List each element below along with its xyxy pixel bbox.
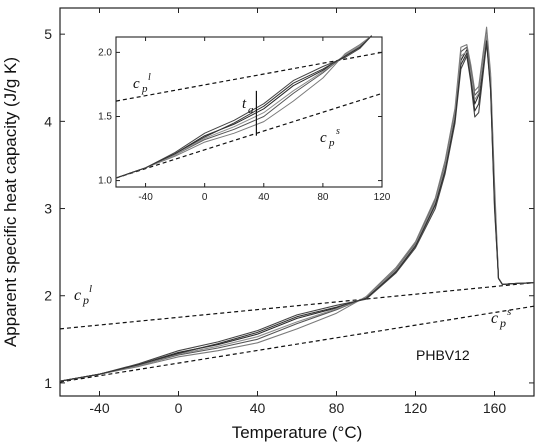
inset-series [115,35,373,179]
cp-liquid-label: c p l [74,283,92,307]
cp-solid-label-sup: s [507,306,511,318]
inset-cp-liquid-label: c p l [133,72,151,95]
ta-label-sub: a [248,104,254,116]
main-x-tick-label-3: 80 [329,400,345,416]
inset-series-line-2 [115,35,373,179]
inset-series-line-3 [115,35,373,179]
inset-cp-solid-label-c: c [320,130,327,146]
main-y-tick-label-2: 3 [44,201,52,217]
main-x-tick-label-1: 0 [175,400,183,416]
cp-liquid-label-c: c [74,287,81,304]
cp-solid-label: c p s [491,306,511,330]
cp-liquid-label-sup: l [89,283,92,295]
main-y-tick-label-4: 5 [44,26,52,42]
main-x-tick-label-4: 120 [404,400,428,416]
inset-cp-liquid-label-c: c [133,76,140,92]
inset-x-tick-label-3: 80 [317,192,329,203]
inset-x-tick-label-4: 120 [374,192,391,203]
main-baselines [59,282,535,383]
inset-cp-liquid-label-sub: p [141,83,148,95]
inset-y-tick-label-0: 1.0 [98,176,112,187]
inset-series-line-5 [115,35,373,179]
main-plot-frame [59,7,535,397]
main-baseline-1 [59,305,535,383]
ta-label-t: t [242,96,247,112]
inset-cp-solid-label: c p s [320,126,340,149]
inset-baseline-1 [115,92,383,179]
inset-x-tick-label-0: -40 [138,192,153,203]
main-baseline-0 [59,282,535,330]
x-axis-title: Temperature (°C) [232,423,363,442]
inset-y-tick-label-1: 1.5 [98,111,112,122]
inset-y-tick-label-2: 2.0 [98,47,112,58]
cp-solid-label-sub: p [499,316,506,330]
main-y-tick-label-0: 1 [44,375,52,391]
main-ticks: -40 0 40 80 120 160 1 2 3 4 5 [44,8,534,416]
y-axis-title: Apparent specific heat capacity (J/g K) [1,57,20,347]
main-x-tick-label-5: 160 [483,400,507,416]
inset-cp-liquid-label-sup: l [148,72,151,83]
main-series-line-5 [59,40,535,382]
sample-label: PHBV12 [416,347,470,363]
cp-liquid-label-sub: p [82,293,89,307]
inset-ticks: -40 0 40 80 120 1.0 1.5 2.0 [98,37,391,203]
inset-cp-solid-label-sub: p [328,137,335,149]
main-x-tick-label-2: 40 [250,400,266,416]
main-x-tick-label-0: -40 [89,400,109,416]
inset-x-tick-label-1: 0 [202,192,208,203]
inset-cp-solid-label-sup: s [336,126,340,137]
main-y-tick-label-3: 4 [44,113,52,129]
main-series [59,26,535,382]
inset-x-tick-label-2: 40 [258,192,270,203]
ta-label: t a [242,96,254,116]
inset-series-line-4 [115,35,373,179]
main-y-tick-label-1: 2 [44,288,52,304]
cp-solid-label-c: c [491,310,498,327]
